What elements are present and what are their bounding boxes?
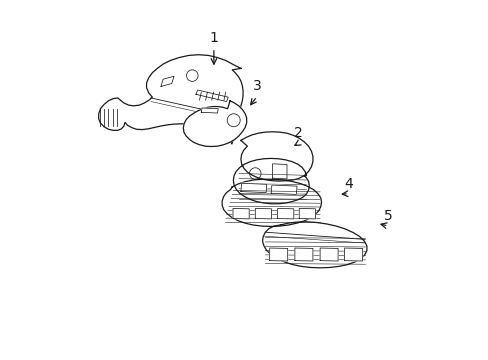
Polygon shape xyxy=(294,248,312,261)
Polygon shape xyxy=(232,208,249,219)
Polygon shape xyxy=(161,76,174,86)
Polygon shape xyxy=(99,55,243,144)
Polygon shape xyxy=(183,101,246,147)
Polygon shape xyxy=(320,248,337,261)
Polygon shape xyxy=(344,248,362,261)
Polygon shape xyxy=(255,208,271,219)
Polygon shape xyxy=(233,132,312,204)
Text: 5: 5 xyxy=(384,209,392,223)
Text: 3: 3 xyxy=(252,80,261,93)
Polygon shape xyxy=(277,208,293,219)
Polygon shape xyxy=(270,185,296,194)
Polygon shape xyxy=(201,108,218,113)
Text: 2: 2 xyxy=(293,126,302,140)
Polygon shape xyxy=(222,179,321,226)
Text: 1: 1 xyxy=(209,31,218,45)
Polygon shape xyxy=(299,208,315,219)
Polygon shape xyxy=(241,183,266,193)
Polygon shape xyxy=(262,222,366,268)
Polygon shape xyxy=(196,90,228,102)
Polygon shape xyxy=(269,248,287,261)
Text: 4: 4 xyxy=(344,177,352,190)
